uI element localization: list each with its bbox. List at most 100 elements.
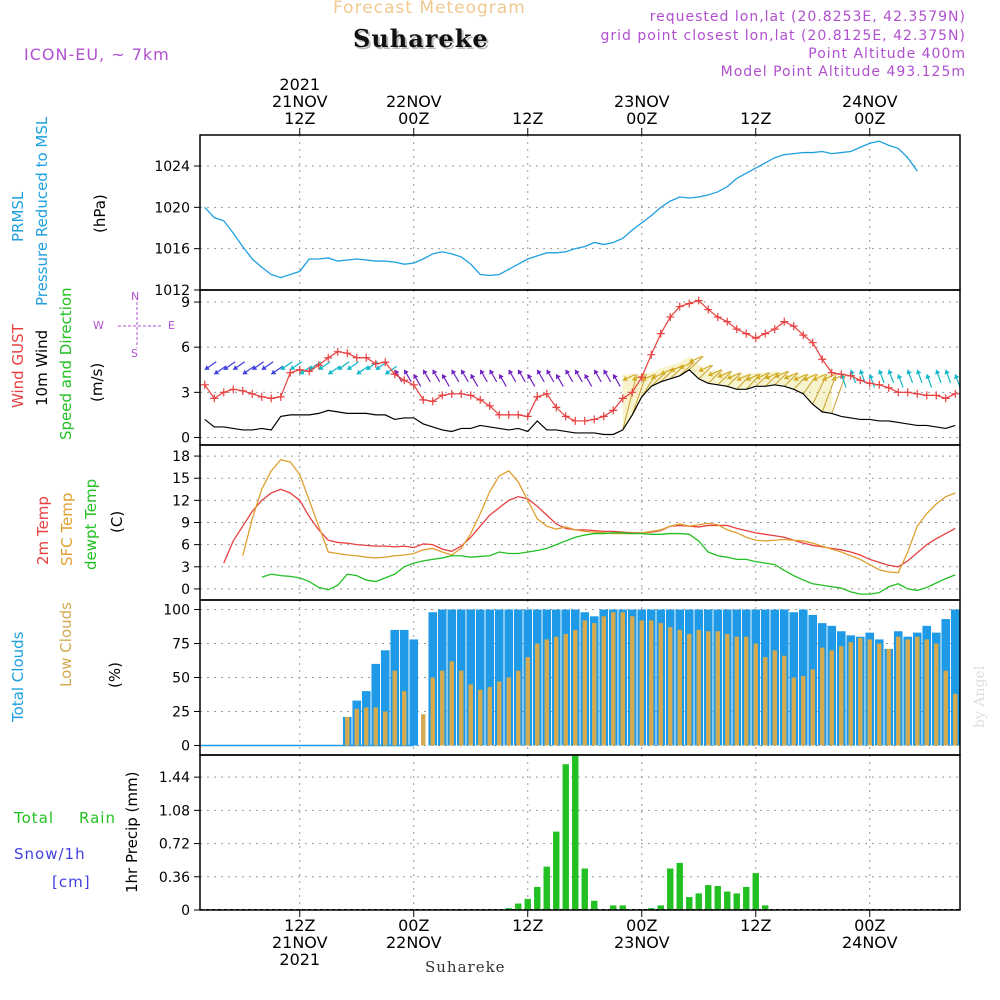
low-cloud-bar	[905, 639, 910, 746]
total-cloud-bar	[466, 609, 476, 746]
total-cloud-bar	[475, 609, 485, 746]
wind-gust-marker	[476, 395, 485, 404]
wind-gust-marker	[751, 334, 760, 343]
wind-gust-marker	[438, 391, 447, 400]
wind-gust-marker	[704, 305, 713, 314]
wind-gust-marker	[941, 394, 950, 403]
x-tick-label-bottom: 23NOV	[614, 933, 670, 952]
low-cloud-bar	[772, 650, 777, 746]
precip-bar	[667, 868, 674, 910]
wind-arrow-head	[584, 374, 590, 380]
wind-gust-marker	[314, 361, 323, 370]
low-cloud-bar	[468, 684, 473, 746]
wind-gust-marker	[694, 296, 703, 305]
wind-arrow-head	[603, 369, 609, 375]
wind-gust-marker	[818, 355, 827, 364]
wind-gust-marker	[257, 392, 266, 401]
wind-unit: (m/s)	[88, 362, 106, 402]
wind-band-hatch	[698, 364, 714, 380]
wind-gust-marker	[932, 391, 941, 400]
compass-north: N	[131, 290, 141, 303]
wind-gust-marker	[267, 394, 276, 403]
wind-arrow-head	[954, 374, 960, 380]
x-tick-label-bottom: 22NOV	[386, 933, 442, 952]
low-cloud-bar	[886, 648, 891, 746]
total-cloud-bar	[371, 663, 381, 746]
low-cloud-bar	[658, 623, 663, 746]
wind-gust-marker	[865, 379, 874, 388]
low-cloud-bar	[573, 629, 578, 746]
wind-arrow-head	[328, 369, 334, 375]
y-tick-label: 0	[181, 582, 190, 598]
wind-arrow-head	[822, 375, 828, 382]
low-cloud-bar	[554, 636, 559, 746]
wind-gust-marker	[552, 403, 561, 412]
total-clouds-label: Total Clouds	[9, 631, 27, 722]
wind-gust-marker	[884, 383, 893, 392]
precip-bar	[695, 893, 702, 910]
x-tick-label-bottom: 00Z	[626, 916, 657, 935]
wind-arrow-head	[878, 369, 884, 375]
y-tick-label: 6	[181, 340, 190, 356]
requested-coords: requested lon,lat (20.8253E, 42.3579N)	[649, 9, 966, 25]
wind-arrow-head	[242, 369, 248, 375]
y-tick-label: 1012	[154, 283, 190, 299]
total-cloud-bar	[950, 609, 960, 746]
wind-gust-marker	[599, 412, 608, 421]
precip-bar	[581, 868, 588, 910]
low-cloud-bar	[877, 643, 882, 746]
wind-gust-marker	[609, 406, 618, 415]
wind-arrow-head	[204, 365, 210, 370]
wind-arrow-head	[906, 369, 912, 375]
wind-gust-marker	[799, 331, 808, 340]
y-tick-label: 100	[163, 603, 190, 619]
low-cloud-bar	[354, 708, 359, 746]
grid-point-coords: grid point closest lon,lat (20.8125E, 42…	[600, 28, 966, 44]
wind-gust-marker	[419, 395, 428, 404]
wind-gust-marker	[913, 389, 922, 398]
low-cloud-bar	[392, 670, 397, 746]
wind-arrow-head	[679, 363, 685, 370]
y-tick-label: 6	[181, 538, 190, 554]
wind-arrow-head	[935, 369, 941, 375]
temp2m-label: 2m Temp	[34, 496, 52, 565]
wind-gust-marker	[685, 299, 694, 308]
wind-arrow-head	[593, 369, 599, 375]
low-cloud-bar	[630, 616, 635, 746]
low-cloud-bar	[497, 681, 502, 746]
wind-gust-marker	[485, 401, 494, 410]
x-tick-label-top: 21NOV	[272, 92, 328, 111]
low-cloud-bar	[725, 633, 730, 746]
total-cloud-bar	[380, 650, 390, 746]
total-cloud-bar	[494, 609, 504, 746]
low-cloud-bar	[829, 650, 834, 746]
compass-west: W	[93, 319, 105, 332]
y-tick-label: 0	[181, 430, 190, 446]
wind-arrow-head	[261, 365, 267, 370]
precip-bar	[610, 905, 617, 910]
low-cloud-bar	[810, 669, 815, 746]
low-cloud-bar	[953, 693, 958, 746]
total-rain-label-rain: Rain	[79, 809, 116, 827]
x-tick-label-top: 00Z	[626, 109, 657, 128]
low-cloud-bar	[744, 636, 749, 746]
low-cloud-bar	[924, 639, 929, 746]
precip-bar	[714, 886, 721, 910]
x-tick-label-top: 12Z	[740, 109, 771, 128]
snow-label: Snow/1h	[14, 845, 86, 863]
wind-arrow-head	[812, 375, 818, 382]
model-name: ICON-EU, ~ 7km	[24, 45, 170, 64]
wind-arrow-head	[765, 374, 771, 380]
wind-gust-line	[204, 299, 956, 422]
wind-gust-marker	[447, 389, 456, 398]
x-tick-label-bottom: 00Z	[854, 916, 885, 935]
x-tick-label-bottom: 00Z	[398, 916, 429, 935]
wind-band-hatch	[774, 370, 790, 386]
low-cloud-bar	[506, 677, 511, 746]
wind-arrow-head	[612, 374, 618, 380]
wind-gust-marker	[789, 322, 798, 331]
wind-arrow-head	[546, 369, 552, 375]
wind-band-hatch	[650, 372, 666, 387]
x-tick-label-top: 00Z	[398, 109, 429, 128]
low-cloud-bar	[934, 643, 939, 746]
